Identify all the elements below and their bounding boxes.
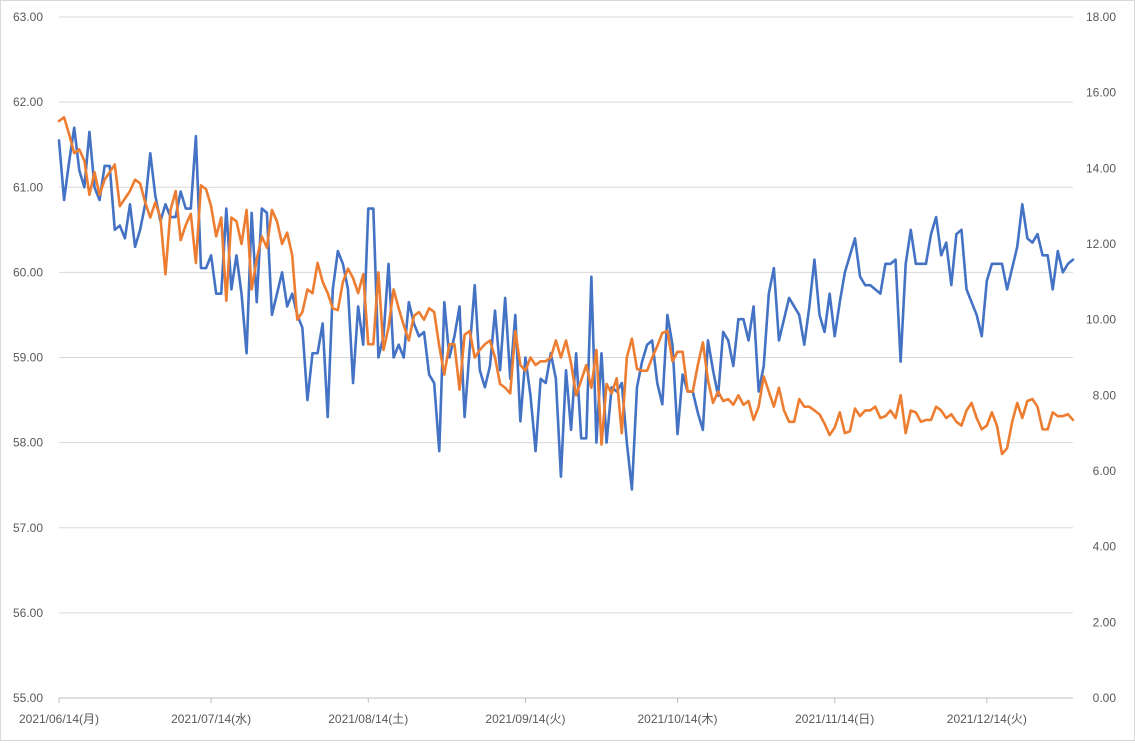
right-axis-tick-labels: 0.00 2.00 4.00 6.00 8.00 10.00 12.00 14.00 16.00… — [1086, 10, 1116, 705]
blue-series-line — [57, 126, 1075, 491]
right-axis-tick-label: 14.00 — [1086, 161, 1116, 175]
right-axis-tick-label: 18.00 — [1086, 10, 1116, 24]
right-axis-tick-label: 16.00 — [1086, 86, 1116, 100]
right-axis-tick-label: 4.00 — [1093, 540, 1117, 554]
x-axis-tick-label: 2021/06/14(月) — [19, 712, 99, 726]
left-axis-tick-label: 56.00 — [13, 606, 43, 620]
orange-series-line — [57, 115, 1075, 456]
x-axis: 2021/06/14(月) 2021/07/14(水) 2021/08/14(土) 2… — [19, 697, 1073, 726]
x-axis-tick-label: 2021/11/14(日) — [795, 712, 874, 726]
x-axis-tick-label: 2021/12/14(火) — [947, 712, 1027, 726]
left-axis-tick-label: 60.00 — [13, 265, 43, 279]
left-axis-tick-label: 59.00 — [13, 351, 43, 365]
x-axis-tick-label: 2021/10/14(木) — [638, 712, 718, 726]
left-axis-tick-label: 55.00 — [13, 691, 43, 705]
right-axis-tick-label: 12.00 — [1086, 237, 1116, 251]
left-axis-tick-label: 58.00 — [13, 436, 43, 450]
right-axis-tick-label: 2.00 — [1093, 615, 1117, 629]
left-axis-tick-labels: 55.00 56.00 57.00 58.00 59.00 60.00 61.00 62.00… — [13, 10, 43, 705]
left-axis-tick-label: 57.00 — [13, 521, 43, 535]
right-axis-tick-label: 0.00 — [1093, 691, 1117, 705]
right-axis-tick-label: 10.00 — [1086, 313, 1116, 327]
gridlines — [59, 16, 1073, 614]
x-axis-tick-label: 2021/07/14(水) — [171, 712, 251, 726]
left-axis-tick-label: 63.00 — [13, 10, 43, 24]
x-axis-tick-label: 2021/09/14(火) — [485, 712, 565, 726]
series-lines — [57, 115, 1075, 491]
right-axis-tick-label: 8.00 — [1093, 388, 1117, 402]
right-axis-tick-label: 6.00 — [1093, 464, 1117, 478]
left-axis-tick-label: 61.00 — [13, 180, 43, 194]
left-axis-tick-label: 62.00 — [13, 95, 43, 109]
x-axis-tick-label: 2021/08/14(土) — [328, 712, 408, 726]
